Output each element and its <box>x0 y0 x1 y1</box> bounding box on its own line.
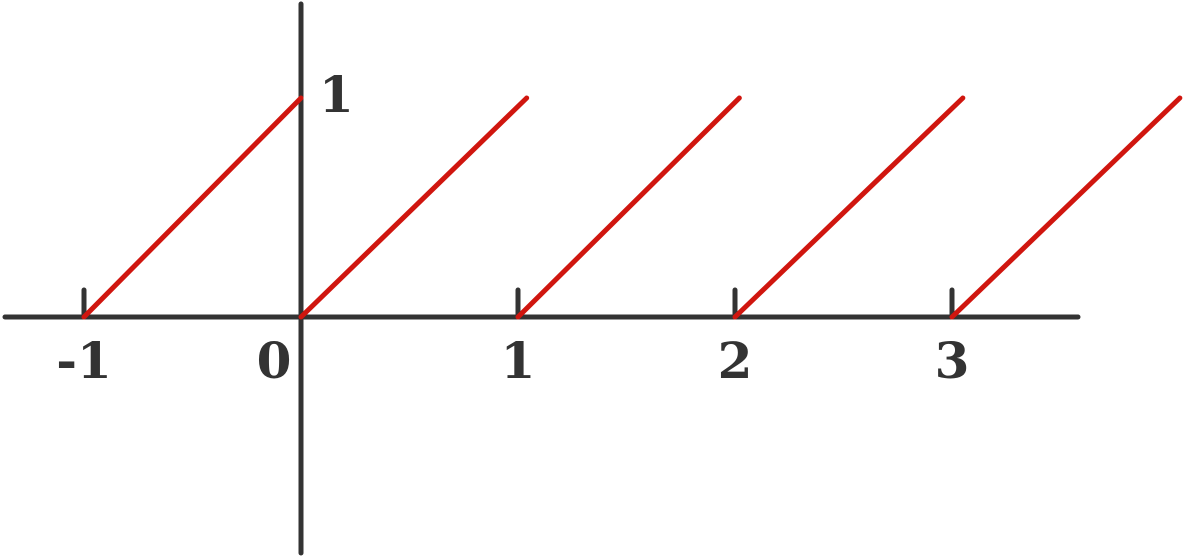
sawtooth-segment <box>949 95 1183 320</box>
sawtooth-segment <box>515 95 742 320</box>
series-sawtooth <box>81 95 1183 320</box>
x-tick-label: 1 <box>501 331 536 390</box>
x-tick-label: -1 <box>56 331 112 390</box>
y-tick-label: 1 <box>319 65 354 124</box>
sawtooth-segment <box>298 95 530 320</box>
tick-labels: -1 0 1 2 3 1 <box>56 65 969 390</box>
sawtooth-segment <box>732 95 966 320</box>
x-tick-label: 3 <box>935 331 970 390</box>
sawtooth-segment <box>81 95 304 320</box>
x-tick-label: 0 <box>257 331 292 390</box>
x-tick-label: 2 <box>718 331 753 390</box>
x-ticks <box>81 287 955 320</box>
axes <box>2 1 1081 556</box>
